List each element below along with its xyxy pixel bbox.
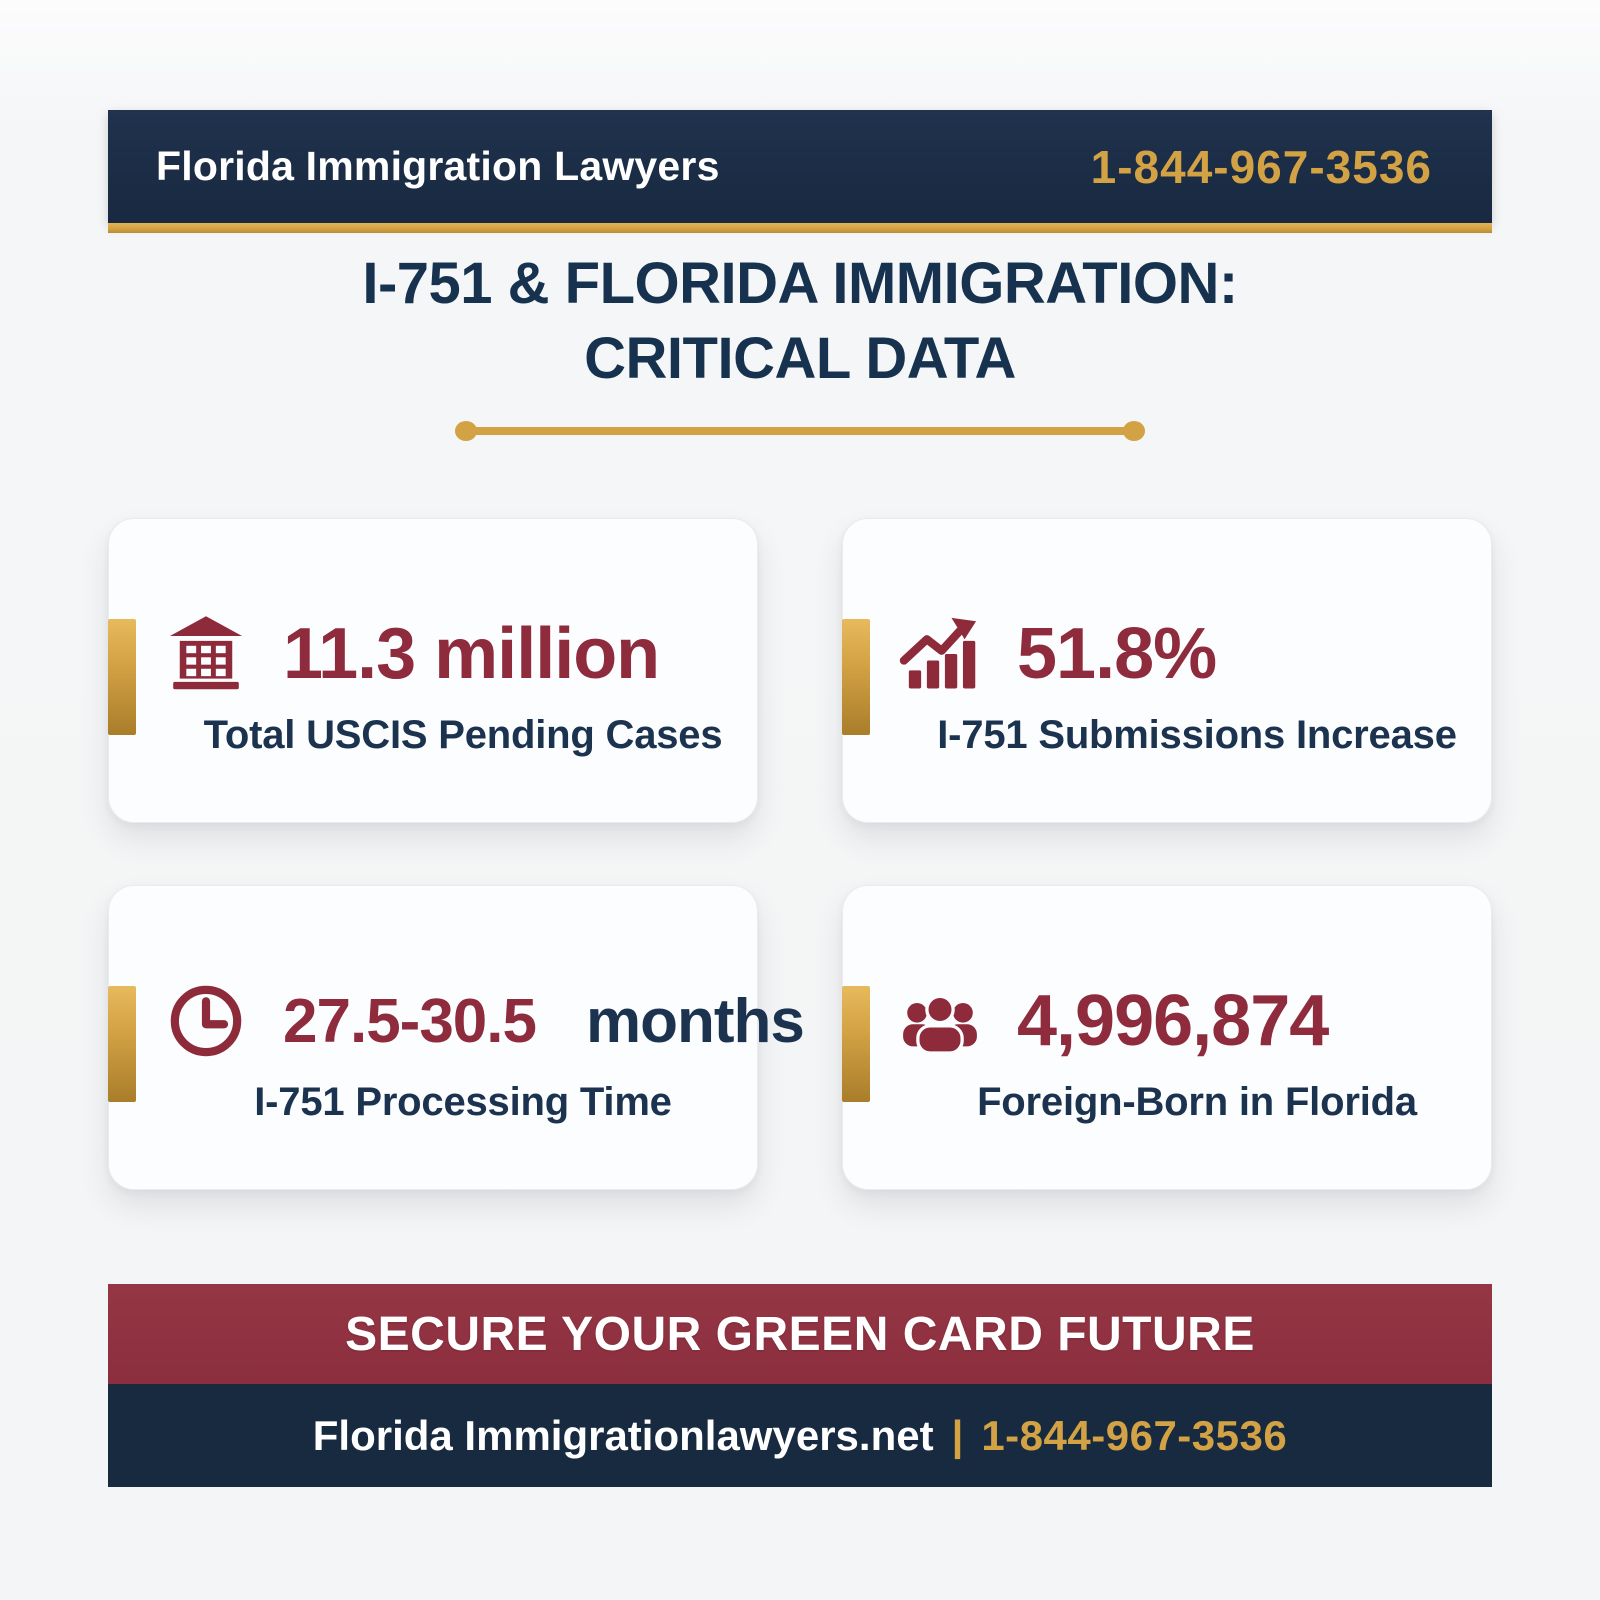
gold-divider xyxy=(455,420,1145,442)
divider-dot-left xyxy=(455,421,477,441)
footer-website: Florida Immigrationlawyers.net xyxy=(312,1411,934,1459)
page-title-line-2: CRITICAL DATA xyxy=(584,326,1016,392)
stat-label: I-751 Processing Time xyxy=(254,1080,672,1124)
divider-line xyxy=(471,427,1129,435)
page-title: I-751 & FLORIDA IMMIGRATION: CRITICAL DA… xyxy=(0,246,1600,397)
brand-name: Florida Immigration Lawyers xyxy=(156,143,720,189)
gold-accent-bar xyxy=(108,619,136,735)
stat-card-foreign-born: 4,996,874 Foreign-Born in Florida xyxy=(842,885,1492,1190)
page-title-line-1: I-751 & FLORIDA IMMIGRATION: xyxy=(362,251,1238,316)
stat-row: 51.8% xyxy=(843,611,1491,697)
footer-separator: | xyxy=(951,1411,964,1459)
footer-bar: Florida Immigrationlawyers.net | 1-844-9… xyxy=(108,1384,1492,1487)
bank-building-icon xyxy=(163,611,249,697)
stat-card-submissions-increase: 51.8% I-751 Submissions Increase xyxy=(842,518,1492,823)
gold-accent-bar xyxy=(842,619,870,735)
stat-card-processing-time: 27.5-30.5 months I-751 Processing Time xyxy=(108,885,805,1190)
gold-accent-bar xyxy=(108,986,136,1102)
cta-text: SECURE YOUR GREEN CARD FUTURE xyxy=(345,1307,1255,1361)
header-bar-navy: Florida Immigration Lawyers 1-844-967-35… xyxy=(108,110,1492,223)
stat-row: 27.5-30.5 months xyxy=(109,978,805,1064)
stat-value: 11.3 million xyxy=(283,614,660,694)
stat-label: Total USCIS Pending Cases xyxy=(203,713,723,757)
people-group-icon xyxy=(897,978,983,1064)
stat-card-pending-cases: 11.3 million Total USCIS Pending Cases xyxy=(108,518,758,823)
stat-value: 27.5-30.5 xyxy=(283,986,537,1056)
divider-dot-right xyxy=(1123,421,1145,441)
stats-grid: 11.3 million Total USCIS Pending Cases xyxy=(108,518,1492,1190)
header-gold-strip xyxy=(108,223,1492,233)
stat-value: 51.8% xyxy=(1017,614,1217,694)
gold-accent-bar xyxy=(842,986,870,1102)
stat-value-suffix: months xyxy=(586,986,805,1056)
stat-label: I-751 Submissions Increase xyxy=(937,713,1457,757)
header-phone-number: 1-844-967-3536 xyxy=(1090,140,1432,193)
stat-value: 4,996,874 xyxy=(1017,981,1329,1061)
clock-icon xyxy=(163,978,249,1064)
stat-row: 4,996,874 xyxy=(843,978,1491,1064)
growth-chart-icon xyxy=(897,611,983,697)
stat-label: Foreign-Born in Florida xyxy=(977,1080,1417,1124)
cta-banner: SECURE YOUR GREEN CARD FUTURE xyxy=(108,1284,1492,1384)
header-bar: Florida Immigration Lawyers 1-844-967-35… xyxy=(108,110,1492,233)
footer-phone-number: 1-844-967-3536 xyxy=(981,1411,1288,1459)
stat-row: 11.3 million xyxy=(109,611,757,697)
